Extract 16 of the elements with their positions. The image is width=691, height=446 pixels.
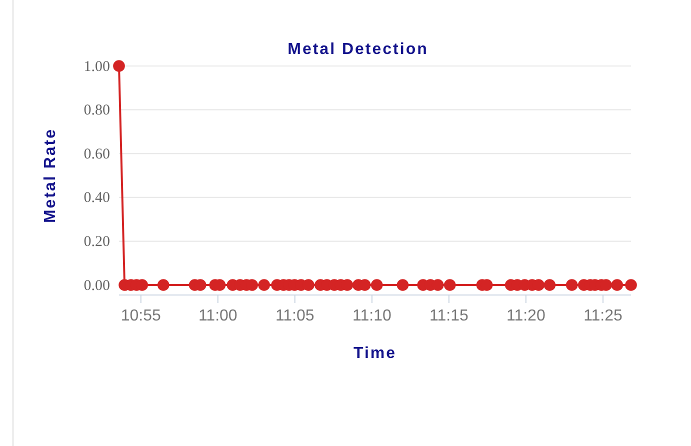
y-tick-label: 0.20 — [84, 234, 110, 250]
x-tick-label: 11:25 — [584, 307, 623, 324]
y-tick-label: 0.80 — [84, 102, 110, 119]
y-tick-label: 0.00 — [84, 278, 110, 294]
y-tick-label: 0.40 — [84, 190, 110, 206]
chart-title: Metal Detection — [288, 41, 428, 58]
y-tick-label: 0.60 — [84, 146, 110, 162]
x-tick-label: 11:05 — [275, 307, 314, 324]
y-axis-title: Metal Rate — [42, 128, 59, 224]
x-tick-label: 10:55 — [120, 307, 162, 324]
x-tick-label: 11:15 — [430, 307, 468, 324]
x-tick-label: 11:20 — [506, 307, 546, 324]
x-tick-label: 11:00 — [198, 307, 238, 324]
y-tick-label: 1.00 — [84, 58, 110, 75]
x-axis-title: Time — [353, 345, 397, 362]
x-tick-label: 11:10 — [352, 307, 392, 324]
